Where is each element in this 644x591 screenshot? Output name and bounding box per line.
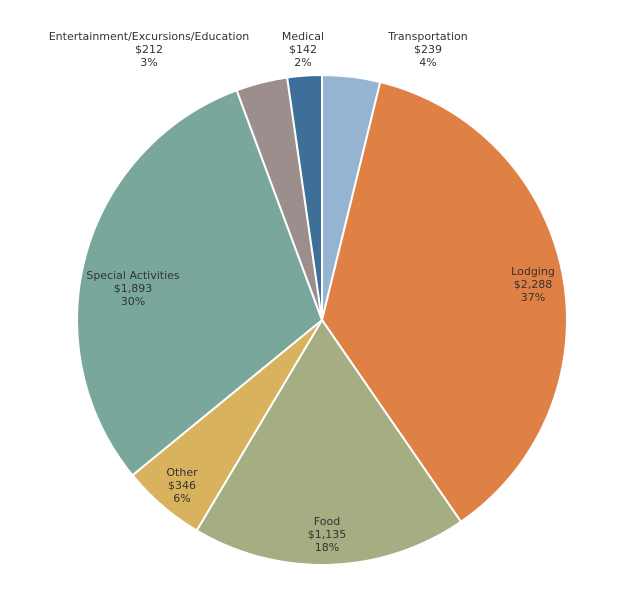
slice-name: Lodging [511,265,555,278]
pie-label-medical: Medical $142 2% [282,30,324,69]
slice-value: $346 [168,479,196,492]
slice-name: Food [314,515,340,528]
slice-percent: 3% [140,56,157,69]
slice-name: Other [166,466,198,479]
pie-label-food: Food $1,135 18% [308,515,347,554]
pie-labels: Transportation $239 4% Lodging $2,288 37% Food… [49,30,555,554]
pie-label-special-activities: Special Activities $1,893 30% [86,269,180,308]
pie-slices [75,73,568,566]
slice-percent: 37% [521,291,545,304]
slice-name: Transportation [387,30,467,43]
slice-percent: 30% [121,295,145,308]
slice-value: $239 [414,43,442,56]
slice-percent: 6% [173,492,190,505]
slice-value: $142 [289,43,317,56]
slice-name: Entertainment/Excursions/Education [49,30,250,43]
pie-label-transportation: Transportation $239 4% [387,30,467,69]
slice-value: $2,288 [514,278,553,291]
slice-percent: 18% [315,541,339,554]
pie-slice-medical [286,73,323,321]
slice-value: $1,893 [114,282,153,295]
slice-name: Special Activities [86,269,180,282]
slice-name: Medical [282,30,324,43]
slice-value: $212 [135,43,163,56]
pie-label-lodging: Lodging $2,288 37% [511,265,555,304]
slice-percent: 2% [294,56,311,69]
pie-label-entertainment-excursions-education: Entertainment/Excursions/Education $212 3% [49,30,250,69]
pie-slice-food [195,318,463,566]
pie-slice-lodging [320,80,568,524]
slice-percent: 4% [419,56,436,69]
pie-slice-special-activities [75,89,324,477]
slice-value: $1,135 [308,528,347,541]
pie-label-other: Other $346 6% [166,466,198,505]
